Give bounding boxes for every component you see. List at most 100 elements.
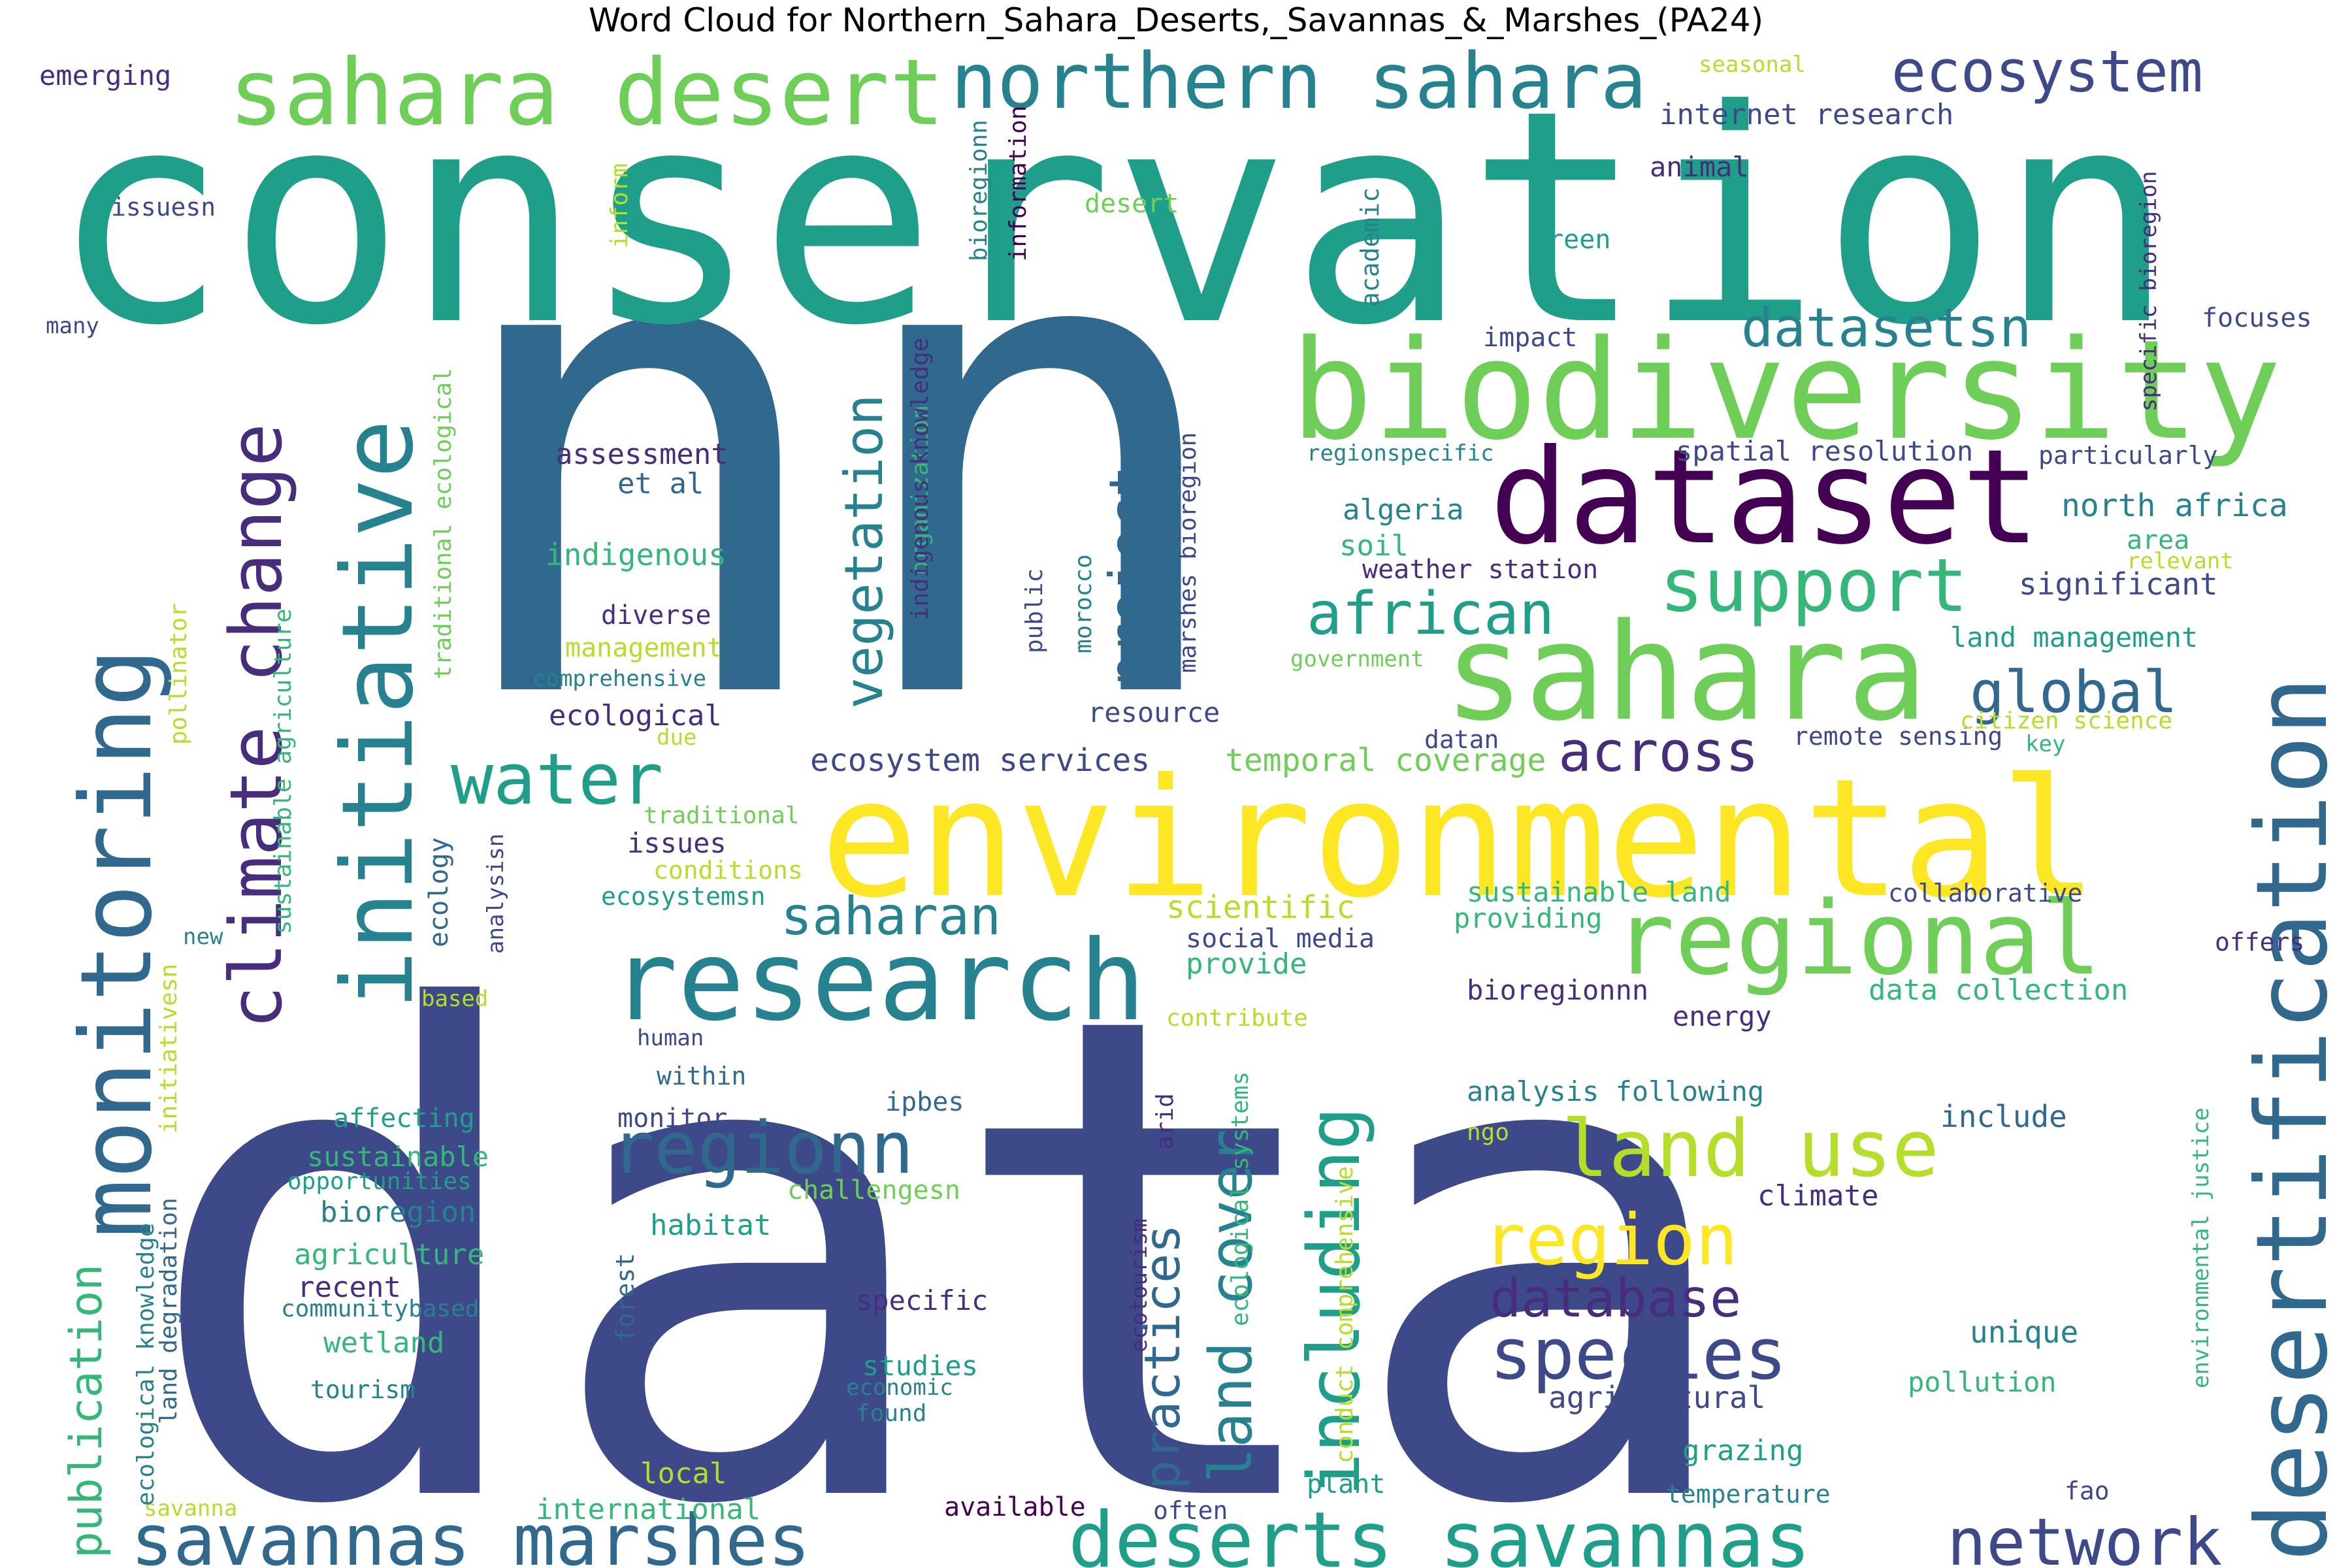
word-particularly: particularly xyxy=(2038,441,2218,470)
word-fao: fao xyxy=(2065,1477,2110,1505)
word-opportunities: opportunities xyxy=(287,1168,472,1195)
word-savannas-marshes: savannas marshes xyxy=(131,1500,810,1568)
word-marshes-bioregion: marshes bioregion xyxy=(1175,433,1201,673)
word-issues: issues xyxy=(627,827,727,859)
word-within: within xyxy=(657,1062,746,1090)
word-data-collection: data collection xyxy=(1869,973,2128,1007)
word-grazing: grazing xyxy=(1682,1434,1803,1467)
word-citizen-science: citizen science xyxy=(1960,708,2172,734)
word-publication: publication xyxy=(61,1264,112,1558)
word-specific: specific xyxy=(856,1284,988,1316)
word-based: based xyxy=(421,986,488,1012)
word-indigenous-knowledge: indigenous knowledge xyxy=(907,338,934,621)
word-ecosystemsn: ecosystemsn xyxy=(601,882,766,911)
word-pollinator: pollinator xyxy=(165,603,192,745)
word-many: many xyxy=(46,313,99,339)
word-et-al: et al xyxy=(617,467,704,500)
word-climate: climate xyxy=(1757,1179,1878,1213)
word-sustainable-agriculture: sustainable agriculture xyxy=(270,609,297,935)
word-unique: unique xyxy=(1970,1315,2078,1350)
word-significant: significant xyxy=(2019,566,2218,602)
word-savanna: savanna xyxy=(144,1495,237,1522)
word-provide: provide xyxy=(1186,947,1307,981)
word-tourism: tourism xyxy=(310,1375,415,1404)
word-agriculture: agriculture xyxy=(294,1238,484,1271)
word-green: green xyxy=(1532,225,1610,255)
word-often: often xyxy=(1153,1496,1228,1525)
word-conditions: conditions xyxy=(653,856,803,885)
word-northern-sahara: northern sahara xyxy=(951,36,1647,126)
word-providing: providing xyxy=(1454,902,1603,934)
word-public: public xyxy=(1021,568,1048,653)
word-regional: regional xyxy=(1614,879,2102,998)
word-desert: desert xyxy=(1085,189,1179,219)
word-offers: offers xyxy=(2215,928,2304,956)
word-water: water xyxy=(451,739,663,821)
word-deserts-savannas: deserts savannas xyxy=(1068,1495,1811,1568)
word-animal: animal xyxy=(1650,151,1749,183)
word-ipbes: ipbes xyxy=(885,1087,964,1117)
word-ecotourism: ecotourism xyxy=(1126,1218,1152,1352)
word-issuesn: issuesn xyxy=(111,193,216,221)
word-challengesn: challengesn xyxy=(787,1175,960,1205)
word-morocco: morocco xyxy=(1070,554,1097,653)
word-bioregionnn: bioregionnn xyxy=(1467,974,1648,1006)
word-monitoring: monitoring xyxy=(60,648,174,1238)
word-african: african xyxy=(1307,580,1554,648)
word-seasonal: seasonal xyxy=(1699,52,1806,78)
word-north-africa: north africa xyxy=(2061,487,2288,524)
word-assessment: assessment xyxy=(555,438,728,471)
word-human: human xyxy=(637,1025,704,1051)
word-plant: plant xyxy=(1307,1469,1385,1499)
word-key: key xyxy=(2025,731,2065,757)
word-new: new xyxy=(183,924,223,950)
word-weather-station: weather station xyxy=(1362,555,1598,585)
word-available: available xyxy=(944,1492,1086,1522)
word-analysis-following: analysis following xyxy=(1467,1075,1764,1107)
word-temperature: temperature xyxy=(1666,1480,1831,1509)
word-international: international xyxy=(536,1493,760,1526)
word-datan: datan xyxy=(1424,725,1499,754)
word-land-cover: land cover xyxy=(1197,1129,1266,1483)
word-ngo: ngo xyxy=(1467,1119,1509,1146)
word-network: network xyxy=(1947,1504,2222,1568)
word-environmental: environmental xyxy=(820,743,2099,934)
word-relevant: relevant xyxy=(2127,548,2234,574)
word-desertification: desertification xyxy=(2236,676,2349,1561)
word-soil: soil xyxy=(1339,529,1409,563)
word-comprehensive: comprehensive xyxy=(532,666,706,692)
word-area: area xyxy=(2127,525,2189,555)
word-wetland: wetland xyxy=(323,1326,444,1360)
word-sahara: sahara xyxy=(1444,595,1928,751)
word-initiativesn: initiativesn xyxy=(155,964,182,1134)
word-communitybased: communitybased xyxy=(281,1296,479,1322)
word-economic: economic xyxy=(846,1375,953,1401)
word-datasetsn: datasetsn xyxy=(1741,297,2031,359)
word-research: research xyxy=(611,917,1146,1046)
word-agricultural: agricultural xyxy=(1548,1380,1765,1415)
word-affecting: affecting xyxy=(333,1103,475,1134)
word-traditional-ecological: traditional ecological xyxy=(430,368,457,679)
word-biodiversity: biodiversity xyxy=(1290,310,2281,470)
word-ecological-knowledge: ecological knowledge xyxy=(133,1223,159,1506)
word-bioregion: bioregion xyxy=(320,1196,476,1229)
word-ecosystem: ecosystem xyxy=(1891,38,2203,105)
word-focuses: focuses xyxy=(2202,303,2312,333)
word-pollution: pollution xyxy=(1908,1366,2057,1398)
word-saharan: saharan xyxy=(781,886,1001,947)
word-organization: organization xyxy=(907,405,934,575)
word-ecological: ecological xyxy=(549,699,722,732)
word-support: support xyxy=(1659,544,1968,629)
word-conduct-comprehensive: conduct comprehensive xyxy=(1331,1166,1358,1463)
word-land-use: land use xyxy=(1561,1104,1939,1195)
word-remote-sensing: remote sensing xyxy=(1793,722,2002,751)
word-data: data xyxy=(140,874,1745,1568)
word-conservation: conservation xyxy=(51,48,2175,390)
word-land-management: land management xyxy=(1950,621,2198,653)
word-global: global xyxy=(1970,659,2178,726)
word-emerging: emerging xyxy=(39,59,171,91)
word-energy: energy xyxy=(1673,1000,1772,1032)
word-including: including xyxy=(1292,1107,1376,1496)
word-impact: impact xyxy=(1483,323,1578,353)
